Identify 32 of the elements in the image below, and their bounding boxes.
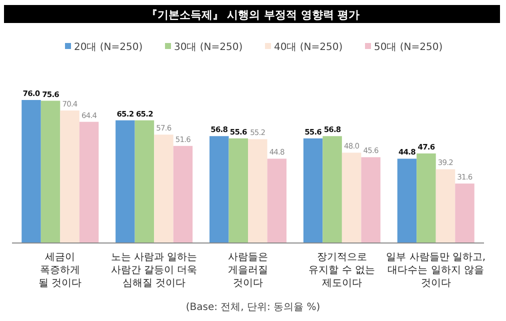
bar (267, 158, 287, 243)
x-tick-label: 노는 사람과 일하는 사람간 갈등이 더욱 심해질 것이다 (110, 252, 198, 289)
x-tick-label: 사람들은 게을러질 것이다 (228, 252, 268, 289)
legend-label: 20대 (N=250) (74, 42, 143, 53)
text: (Base: 전체, 단위: 동의율 %) (186, 302, 320, 313)
bar (342, 152, 362, 243)
title-banner: 『기본소득제』 시행의 부정적 영향력 평가 (4, 5, 500, 23)
bar (134, 120, 154, 243)
bar (40, 100, 60, 243)
x-tick-label: 장기적으로 유지할 수 없는 제도이다 (308, 252, 376, 289)
bar (209, 136, 229, 243)
bar (455, 184, 474, 243)
bar (228, 138, 248, 243)
bar (60, 110, 80, 243)
x-tick-label: 세금이 폭증하게 될 것이다 (38, 252, 82, 289)
chart-title: 『기본소득제』 시행의 부정적 영향력 평가 (146, 8, 360, 22)
bar (173, 146, 193, 243)
bar (248, 139, 268, 243)
bar (79, 122, 99, 243)
legend-label: 50대 (N=250) (374, 42, 443, 53)
legend-label: 40대 (N=250) (274, 42, 343, 53)
bar (22, 100, 41, 243)
bar (397, 158, 417, 243)
bar (303, 138, 323, 243)
bar (361, 157, 380, 243)
bar (436, 169, 456, 243)
legend-label: 30대 (N=250) (174, 42, 243, 53)
x-tick-label: 일부 사람들만 일하고, 대다수는 일하지 않을 것이다 (386, 252, 486, 289)
bar (116, 120, 135, 243)
bar (154, 134, 174, 243)
bar (416, 153, 436, 243)
bar (322, 136, 342, 243)
